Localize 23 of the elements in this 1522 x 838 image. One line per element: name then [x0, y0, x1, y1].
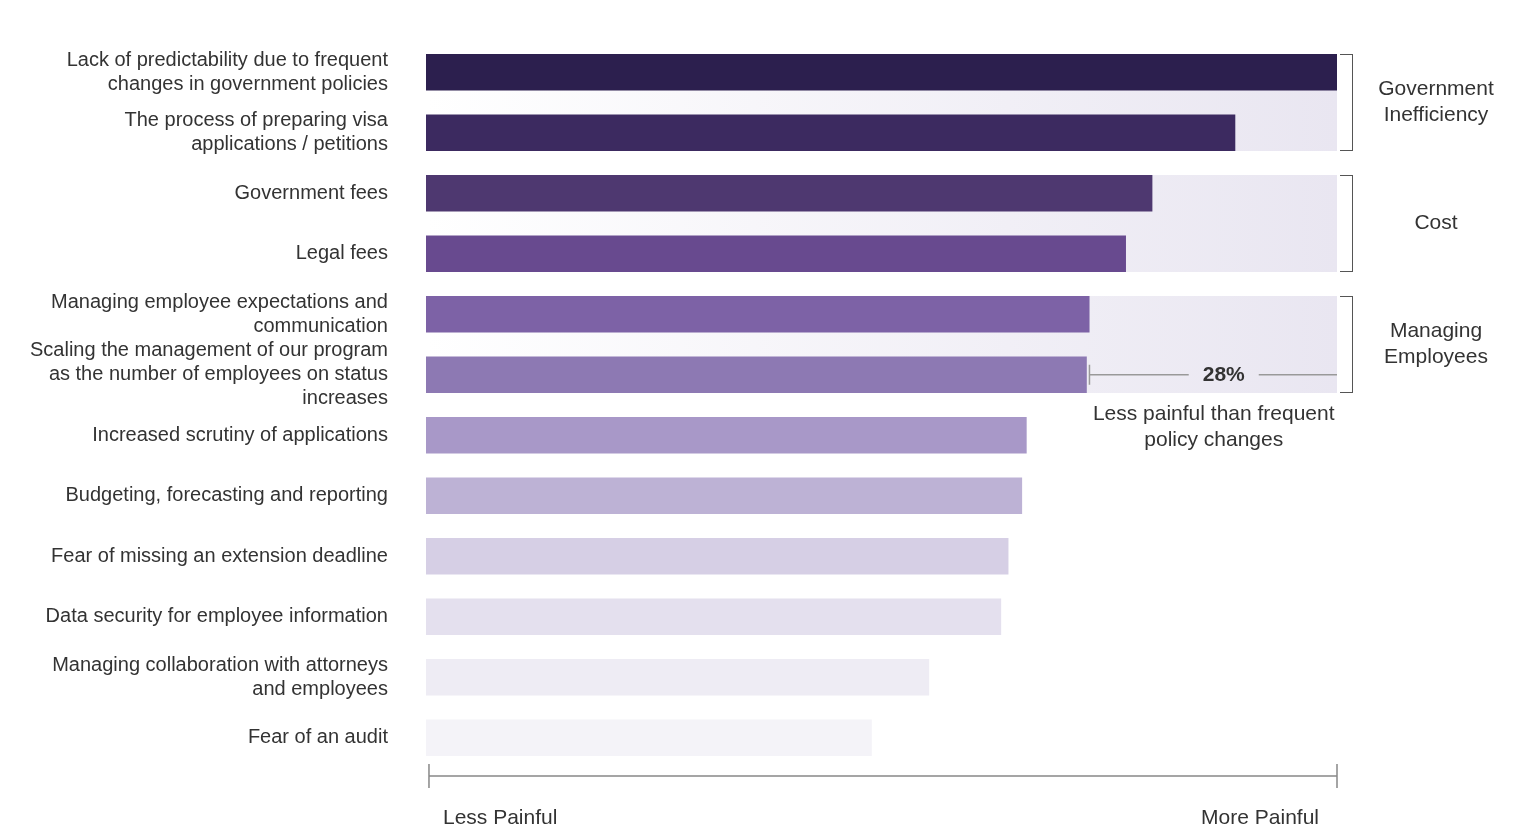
text: Cost [1414, 210, 1458, 234]
y-tick-label: Legal fees [295, 241, 388, 264]
y-tick-label: Data security for employee information [45, 604, 388, 627]
bar [425, 416, 1027, 454]
y-tick-label: Fear of an audit [247, 725, 389, 748]
annotation: 28% [1202, 361, 1246, 385]
y-tick-label: Lack of predictability due to frequent changes in government policies [66, 47, 389, 94]
y-tick-label: Managing employee expectations and communication [51, 289, 388, 336]
bar [425, 598, 1002, 636]
bar [425, 537, 1009, 575]
bar [425, 477, 1023, 515]
y-tick-label: The process of preparing visa applications / petitions [124, 108, 389, 155]
text: Government Inefficiency [1378, 76, 1494, 126]
y-tick-label: Government fees [234, 180, 388, 203]
y-tick-label: Managing collaboration with attorneys and employees [52, 652, 388, 699]
text: Managing Employees [1384, 318, 1488, 368]
text: Less Painful [442, 804, 558, 828]
y-tick-label: Scaling the management of our program as the number of employees on status increases [29, 338, 388, 409]
y-tick-label: Fear of missing an extension deadline [51, 543, 388, 566]
y-tick-label: Increased scrutiny of applications [92, 422, 388, 445]
text: More Painful [1201, 804, 1319, 828]
y-tick-label: Budgeting, forecasting and reporting [65, 483, 388, 506]
annotation: Less painful than frequent policy changes [1092, 400, 1335, 450]
